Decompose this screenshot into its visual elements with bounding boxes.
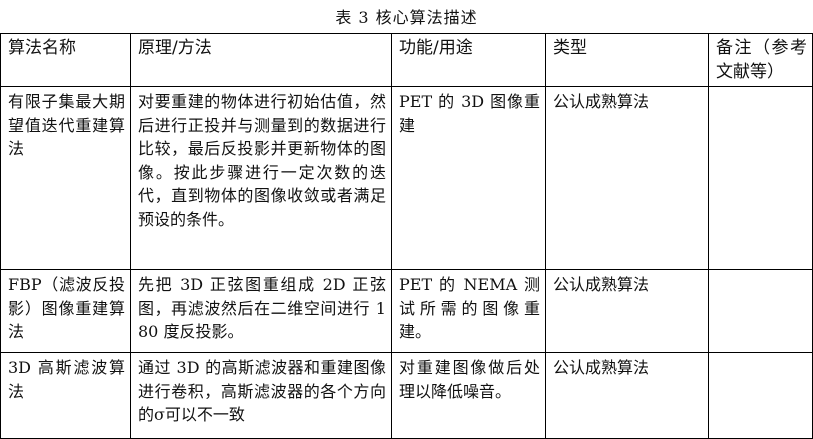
algorithm-note <box>708 269 813 353</box>
algorithm-type: 公认成熟算法 <box>545 86 709 270</box>
algorithm-note <box>708 86 813 270</box>
table-caption: 表 3 核心算法描述 <box>335 8 478 27</box>
algorithm-type: 公认成熟算法 <box>545 352 709 439</box>
algorithm-name: FBP（滤波反投影）图像重建算法 <box>0 269 131 353</box>
algorithm-name: 有限子集最大期望值迭代重建算法 <box>0 86 131 270</box>
algorithm-use: 对重建图像做后处理以降低噪音。 <box>391 352 546 439</box>
algorithm-name: 3D 高斯滤波算法 <box>0 352 131 439</box>
algorithm-use: PET 的 NEMA 测试所需的图像重建。 <box>391 269 546 353</box>
header-row: 算法名称 原理/方法 功能/用途 类型 备注（参考文献等） <box>0 33 813 87</box>
algorithm-method: 对要重建的物体进行初始估值，然后进行正投并与测量到的数据进行比较，最后反投影并更… <box>130 86 392 270</box>
table-row: 有限子集最大期望值迭代重建算法 对要重建的物体进行初始估值，然后进行正投并与测量… <box>0 86 813 270</box>
algorithm-method: 通过 3D 的高斯滤波器和重建图像进行卷积，高斯滤波器的各个方向的σ可以不一致 <box>130 352 392 439</box>
algorithm-note <box>708 352 813 439</box>
header-cell: 备注（参考文献等） <box>708 33 813 87</box>
header-cell: 类型 <box>545 33 709 87</box>
algorithm-use: PET 的 3D 图像重建 <box>391 86 546 270</box>
header-cell: 算法名称 <box>0 33 131 87</box>
header-cell: 功能/用途 <box>391 33 546 87</box>
algorithm-table: 算法名称 原理/方法 功能/用途 类型 备注（参考文献等） 有限子集最大期望值迭… <box>0 33 813 439</box>
table-row: FBP（滤波反投影）图像重建算法 先把 3D 正弦图重组成 2D 正弦图，再滤波… <box>0 269 813 353</box>
header-cell: 原理/方法 <box>130 33 392 87</box>
algorithm-method: 先把 3D 正弦图重组成 2D 正弦图，再滤波然后在二维空间进行 180 度反投… <box>130 269 392 353</box>
table-row: 3D 高斯滤波算法 通过 3D 的高斯滤波器和重建图像进行卷积，高斯滤波器的各个… <box>0 352 813 439</box>
algorithm-type: 公认成熟算法 <box>545 269 709 353</box>
